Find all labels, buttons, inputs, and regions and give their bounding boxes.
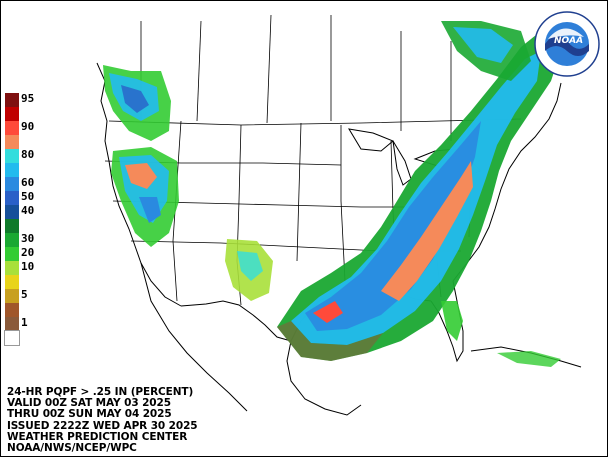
legend-item: 10: [5, 261, 34, 275]
legend-label: 90: [21, 120, 35, 133]
legend-swatch: [5, 191, 19, 205]
legend-item: [4, 330, 20, 346]
legend-swatch: [5, 289, 19, 303]
legend-label: 95: [21, 92, 35, 105]
legend-swatch: [5, 93, 19, 107]
legend-label: 20: [21, 246, 35, 259]
legend-label: 5: [21, 288, 28, 301]
noaa-wordmark: NOAA: [554, 36, 584, 46]
legend-swatch: [5, 261, 19, 275]
legend-swatch: [5, 135, 19, 149]
legend-label: 1: [21, 316, 28, 329]
legend-label: 80: [21, 148, 35, 161]
legend-label: 50: [21, 190, 35, 203]
legend-swatch: [5, 107, 19, 121]
caption-valid: VALID 00Z SAT MAY 03 2025: [7, 397, 171, 410]
legend-item: [5, 107, 19, 121]
legend-swatch: [5, 233, 19, 247]
legend-swatch: [5, 121, 19, 135]
pqpf-shading: [103, 21, 561, 367]
caption-agency: NOAA/NWS/NCEP/WPC: [7, 442, 137, 455]
legend-item: [5, 219, 19, 233]
legend-item: 50: [5, 191, 34, 205]
legend-item: 95: [5, 93, 34, 107]
legend-item: [5, 275, 19, 289]
caption-title: 24-HR PQPF > .25 IN (PERCENT): [7, 386, 194, 398]
legend-item: 5: [5, 289, 28, 303]
legend-swatch: [5, 317, 19, 331]
legend-item: 40: [5, 205, 34, 219]
legend-swatch: [5, 163, 19, 177]
legend-item: 1: [5, 317, 28, 331]
legend-item: 30: [5, 233, 34, 247]
legend-item: [5, 135, 19, 149]
legend-swatch: [5, 219, 19, 233]
legend-item: 80: [5, 149, 34, 163]
legend: 95 90 80 60 50 40 30 20 10 5 1: [4, 93, 34, 346]
legend-swatch: [5, 247, 19, 261]
legend-label: 30: [21, 232, 35, 245]
legend-swatch: [5, 205, 19, 219]
legend-item: [5, 163, 19, 177]
noaa-logo: [534, 11, 600, 77]
legend-swatch: [5, 149, 19, 163]
legend-label: 40: [21, 204, 35, 217]
caption-thru: THRU 00Z SUN MAY 04 2025: [7, 408, 172, 421]
caption-block: 24-HR PQPF > .25 IN (PERCENT) VALID 00Z …: [7, 386, 198, 455]
legend-item: 60: [5, 177, 34, 191]
caption-center: WEATHER PREDICTION CENTER: [7, 430, 188, 443]
legend-swatch: [5, 275, 19, 289]
legend-item: [5, 303, 19, 317]
legend-swatch: [4, 330, 20, 346]
legend-swatch: [5, 177, 19, 191]
caption-issued: ISSUED 2222Z WED APR 30 2025: [7, 419, 198, 432]
legend-item: 20: [5, 247, 34, 261]
legend-item: 90: [5, 121, 34, 135]
legend-swatch: [5, 303, 19, 317]
legend-label: 10: [21, 260, 35, 273]
legend-label: 60: [21, 176, 35, 189]
